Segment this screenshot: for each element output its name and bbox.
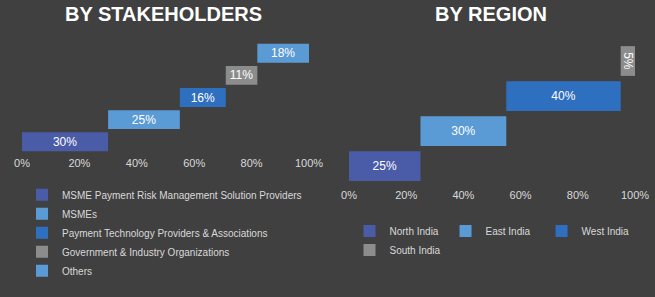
svg-text:BY REGION: BY REGION <box>435 3 547 25</box>
svg-text:16%: 16% <box>191 91 215 105</box>
svg-text:80%: 80% <box>567 189 589 201</box>
svg-text:80%: 80% <box>241 157 263 169</box>
svg-text:60%: 60% <box>183 157 205 169</box>
svg-text:30%: 30% <box>451 124 475 138</box>
svg-text:West India: West India <box>582 226 629 237</box>
svg-text:MSME Payment Risk Management S: MSME Payment Risk Management Solution Pr… <box>62 190 302 201</box>
svg-text:North India: North India <box>390 226 439 237</box>
svg-text:11%: 11% <box>230 68 253 82</box>
svg-text:5%: 5% <box>621 52 635 70</box>
svg-text:South India: South India <box>390 245 441 256</box>
svg-text:100%: 100% <box>295 157 323 169</box>
svg-text:0%: 0% <box>14 157 30 169</box>
svg-text:20%: 20% <box>68 157 90 169</box>
svg-text:100%: 100% <box>621 189 649 201</box>
svg-text:25%: 25% <box>373 159 397 173</box>
svg-text:0%: 0% <box>341 189 357 201</box>
svg-text:25%: 25% <box>132 113 156 127</box>
svg-text:40%: 40% <box>126 157 148 169</box>
svg-text:40%: 40% <box>452 189 474 201</box>
svg-text:Others: Others <box>62 266 92 277</box>
svg-text:East India: East India <box>486 226 531 237</box>
svg-text:30%: 30% <box>53 135 77 149</box>
svg-text:60%: 60% <box>510 189 532 201</box>
svg-text:20%: 20% <box>395 189 417 201</box>
svg-text:40%: 40% <box>551 89 575 103</box>
svg-text:MSMEs: MSMEs <box>62 209 97 220</box>
svg-text:BY STAKEHOLDERS: BY STAKEHOLDERS <box>65 3 262 25</box>
svg-text:Payment Technology Providers &: Payment Technology Providers & Associati… <box>62 228 267 239</box>
svg-text:18%: 18% <box>271 46 295 60</box>
svg-text:Government & Industry Organiza: Government & Industry Organizations <box>62 247 229 258</box>
